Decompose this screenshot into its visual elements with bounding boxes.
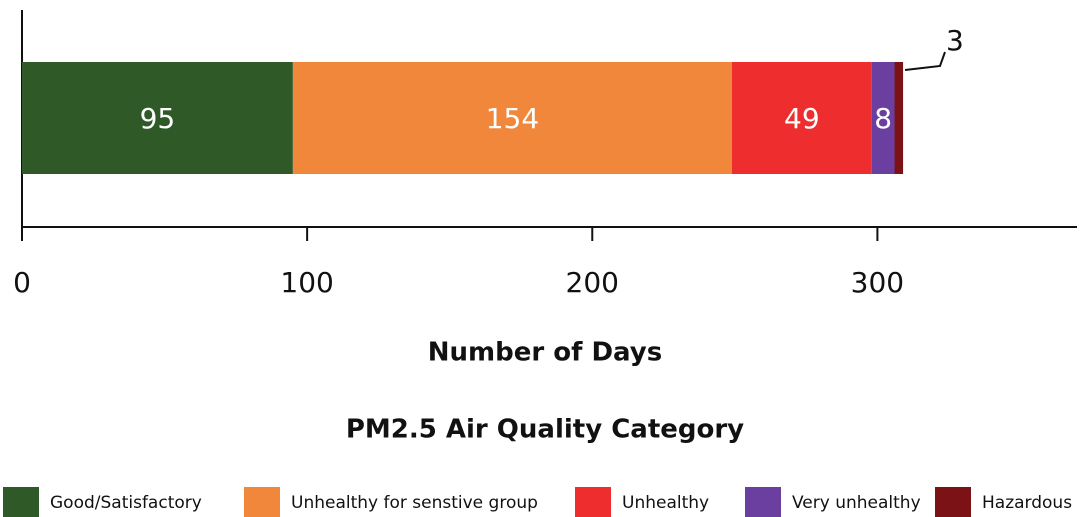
leader-line xyxy=(904,51,946,71)
bar-segment xyxy=(731,62,872,174)
legend-swatch xyxy=(935,487,971,517)
data-label: 8 xyxy=(874,102,892,135)
bar-segment xyxy=(894,62,904,174)
x-tick-label: 200 xyxy=(566,266,619,299)
legend-label: Unhealthy xyxy=(622,493,709,513)
legend-label: Unhealthy for senstive group xyxy=(291,493,538,513)
legend-label: Hazardous xyxy=(982,493,1072,513)
x-tick-label: 300 xyxy=(851,266,904,299)
data-label: 95 xyxy=(140,102,176,135)
bar-segment xyxy=(22,62,293,174)
bar-segment xyxy=(871,62,895,174)
x-tick-label: 0 xyxy=(13,266,31,299)
legend-label: Very unhealthy xyxy=(792,493,921,513)
legend-swatch xyxy=(244,487,280,517)
data-label: 3 xyxy=(946,24,964,57)
legend-swatch xyxy=(575,487,611,517)
x-tick-label: 100 xyxy=(280,266,333,299)
data-label: 154 xyxy=(486,102,539,135)
data-label: 49 xyxy=(784,102,820,135)
legend-swatch xyxy=(3,487,39,517)
legend-label: Good/Satisfactory xyxy=(50,493,202,513)
bar-segment xyxy=(292,62,732,174)
legend-swatch xyxy=(745,487,781,517)
legend-title: PM2.5 Air Quality Category xyxy=(346,415,744,445)
x-axis-label: Number of Days xyxy=(428,338,662,368)
